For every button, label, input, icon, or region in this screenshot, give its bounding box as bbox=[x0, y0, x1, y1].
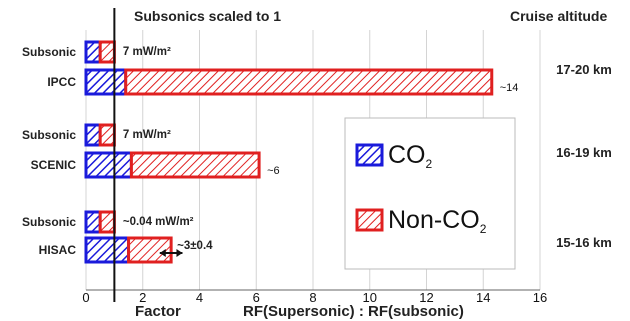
altitude-label: 17-20 km bbox=[556, 62, 612, 77]
data-label: 7 mW/m² bbox=[123, 46, 171, 58]
bar-nonco2-scenic-supersonic bbox=[129, 151, 261, 179]
x-tick-label: 4 bbox=[196, 290, 203, 305]
bar-nonco2-scenic-subsonic bbox=[98, 123, 116, 147]
bar-nonco2-ipcc-subsonic bbox=[98, 40, 116, 64]
x-axis-label-factor: Factor bbox=[135, 303, 181, 320]
row-label: Subsonic bbox=[22, 215, 76, 229]
legend-label-nonco2: Non-CO2 bbox=[388, 206, 487, 236]
bar-co2-ipcc-subsonic bbox=[84, 40, 102, 64]
row-label: Subsonic bbox=[22, 128, 76, 142]
legend-box bbox=[344, 117, 516, 270]
legend-label-co2: CO2 bbox=[388, 141, 433, 171]
altitude-label: 15-16 km bbox=[556, 235, 612, 250]
bar-co2-hisac-supersonic bbox=[84, 236, 131, 264]
chart-title: Subsonics scaled to 1 bbox=[134, 8, 281, 24]
legend-swatch-co2 bbox=[355, 143, 384, 167]
data-label: ~3±0.4 bbox=[177, 240, 213, 252]
data-label: ~14 bbox=[500, 82, 519, 94]
legend: CO2 Non-CO2 bbox=[344, 117, 516, 270]
x-tick-label: 12 bbox=[419, 290, 433, 305]
x-axis-label: RF(Supersonic) : RF(subsonic) bbox=[243, 303, 464, 320]
x-tick-label: 14 bbox=[476, 290, 490, 305]
bar-nonco2-hisac-subsonic bbox=[98, 210, 116, 234]
legend-swatch-nonco2 bbox=[355, 208, 384, 232]
bar-co2-scenic-subsonic bbox=[84, 123, 102, 147]
x-tick-label: 2 bbox=[139, 290, 146, 305]
x-tick-label: 16 bbox=[533, 290, 547, 305]
row-label: SCENIC bbox=[31, 158, 77, 172]
row-label: IPCC bbox=[47, 75, 76, 89]
error-arrow-left bbox=[159, 249, 166, 257]
altitude-label: 16-19 km bbox=[556, 145, 612, 160]
labels-layer: Subsonic 7 mW/m² IPCC ~14 17-20 km Subsonic 7 … bbox=[22, 45, 612, 257]
x-tick-labels: 0 2 4 6 8 10 12 14 16 bbox=[82, 290, 547, 305]
bars-layer bbox=[84, 40, 494, 264]
x-tick-label: 8 bbox=[309, 290, 316, 305]
data-label: ~6 bbox=[267, 165, 280, 177]
x-tick-label: 6 bbox=[253, 290, 260, 305]
x-tick-label: 0 bbox=[82, 290, 89, 305]
bar-co2-scenic-supersonic bbox=[84, 151, 133, 179]
cruise-altitude-header: Cruise altitude bbox=[510, 8, 607, 24]
bar-co2-ipcc-supersonic bbox=[84, 68, 128, 96]
bar-co2-hisac-subsonic bbox=[84, 210, 102, 234]
x-tick-label: 10 bbox=[363, 290, 377, 305]
error-arrow-right bbox=[176, 249, 183, 257]
row-label: HISAC bbox=[39, 243, 77, 257]
bar-nonco2-ipcc-supersonic bbox=[124, 68, 494, 96]
data-label: 7 mW/m² bbox=[123, 129, 171, 141]
data-label: ~0.04 mW/m² bbox=[123, 216, 194, 228]
row-label: Subsonic bbox=[22, 45, 76, 59]
bar-nonco2-hisac-supersonic bbox=[127, 236, 173, 264]
